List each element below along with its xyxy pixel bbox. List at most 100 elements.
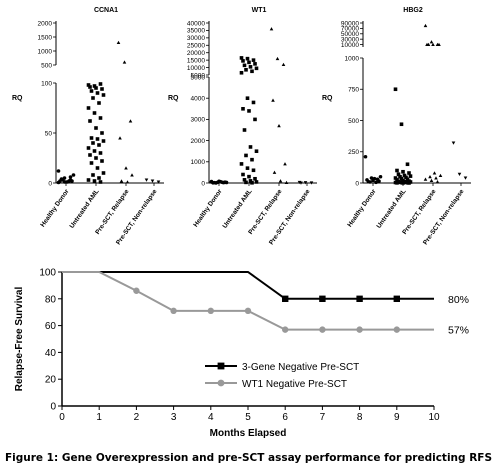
data-point xyxy=(269,27,274,31)
legend-label: WT1 Negative Pre-SCT xyxy=(242,379,347,390)
data-point xyxy=(100,87,104,91)
data-point xyxy=(242,128,247,132)
data-point xyxy=(122,60,127,64)
data-point xyxy=(244,68,248,72)
data-point xyxy=(130,173,134,177)
series-marker xyxy=(356,295,363,302)
data-point xyxy=(98,116,103,120)
y-tick-label: 500 xyxy=(348,118,359,125)
data-point xyxy=(71,173,76,177)
data-point xyxy=(68,175,73,179)
data-point xyxy=(94,156,98,160)
data-point xyxy=(224,180,229,185)
data-point xyxy=(245,166,250,170)
series-marker xyxy=(393,295,400,302)
data-point xyxy=(98,180,103,184)
y-axis-label: RQ xyxy=(322,95,333,102)
data-point xyxy=(67,179,71,183)
data-point xyxy=(242,178,247,182)
data-point xyxy=(94,86,98,90)
legend-label: 3-Gene Negative Pre-SCT xyxy=(242,362,359,373)
data-point xyxy=(463,176,468,180)
x-category-label: Untreated AML xyxy=(222,188,254,230)
data-point xyxy=(88,85,92,89)
data-point xyxy=(377,179,381,183)
data-point xyxy=(283,162,287,166)
y-tick-label: 90000 xyxy=(341,20,359,27)
data-point xyxy=(86,106,91,110)
y-tick-label: 30000 xyxy=(187,35,205,42)
x-tick-label: 9 xyxy=(394,412,400,423)
series-marker xyxy=(356,326,363,333)
y-tick-label: 50 xyxy=(45,130,53,137)
data-point xyxy=(92,84,97,88)
data-point xyxy=(239,56,244,60)
data-point xyxy=(101,171,106,175)
y-tick-label: 25000 xyxy=(187,43,205,50)
x-tick-label: 7 xyxy=(320,412,326,423)
x-category-label: Healthy Donor xyxy=(192,188,223,229)
data-point xyxy=(100,131,104,135)
x-tick-label: 1 xyxy=(96,412,102,423)
data-point xyxy=(431,42,435,47)
series-marker xyxy=(207,307,214,315)
data-point xyxy=(272,170,277,174)
data-point xyxy=(86,178,91,182)
data-point xyxy=(407,181,411,185)
data-point xyxy=(247,60,251,65)
data-point xyxy=(393,87,398,92)
data-point xyxy=(407,171,411,175)
data-point xyxy=(423,23,428,28)
data-point xyxy=(118,136,122,140)
data-point xyxy=(402,173,407,178)
legend-marker xyxy=(217,379,225,387)
wt1-scatter-chart: WT1RQ50001000015000200002500030000350004… xyxy=(168,7,317,246)
data-point xyxy=(101,93,106,97)
panel-title: CCNA1 xyxy=(94,7,118,14)
data-point xyxy=(251,58,256,62)
data-point xyxy=(372,176,377,181)
y-tick-label: 1000 xyxy=(345,55,360,62)
y-tick-label: 50000 xyxy=(341,31,359,38)
data-point xyxy=(278,179,283,183)
series-marker xyxy=(319,295,326,302)
y-tick-label: 5000 xyxy=(191,72,206,79)
data-point xyxy=(429,178,434,182)
y-tick-label: 10000 xyxy=(341,42,359,49)
data-point xyxy=(89,161,94,165)
data-point xyxy=(434,176,438,180)
data-point xyxy=(253,62,257,66)
series-marker xyxy=(133,287,140,294)
data-point xyxy=(401,181,405,185)
data-point xyxy=(242,63,247,68)
legend-marker xyxy=(217,362,225,370)
data-point xyxy=(100,159,104,163)
series-end-label: 80% xyxy=(448,294,469,306)
data-point xyxy=(405,177,410,182)
panel-title: HBG2 xyxy=(403,7,423,14)
data-point xyxy=(393,176,398,180)
data-point xyxy=(395,181,399,185)
data-point xyxy=(209,179,214,184)
data-point xyxy=(253,176,257,181)
data-point xyxy=(405,162,410,167)
data-point xyxy=(86,83,91,87)
ccna1-scatter-chart: CCNA1 RQ 500 1000 1500 2000 0 50 100 Healthy Dono… xyxy=(12,7,164,246)
data-point xyxy=(303,181,308,185)
data-point xyxy=(88,119,92,123)
data-point xyxy=(363,154,368,159)
series-marker xyxy=(393,326,400,333)
data-point xyxy=(451,141,456,145)
data-point xyxy=(401,169,405,174)
data-point xyxy=(95,166,100,170)
y-tick-label: 2000 xyxy=(191,138,206,145)
data-point xyxy=(275,56,280,61)
data-point xyxy=(244,153,248,158)
y-tick-label: 1000 xyxy=(191,159,206,166)
data-point xyxy=(378,174,383,179)
series-line xyxy=(62,271,434,331)
data-point xyxy=(438,173,443,177)
data-point xyxy=(253,117,257,122)
data-point xyxy=(214,181,218,185)
